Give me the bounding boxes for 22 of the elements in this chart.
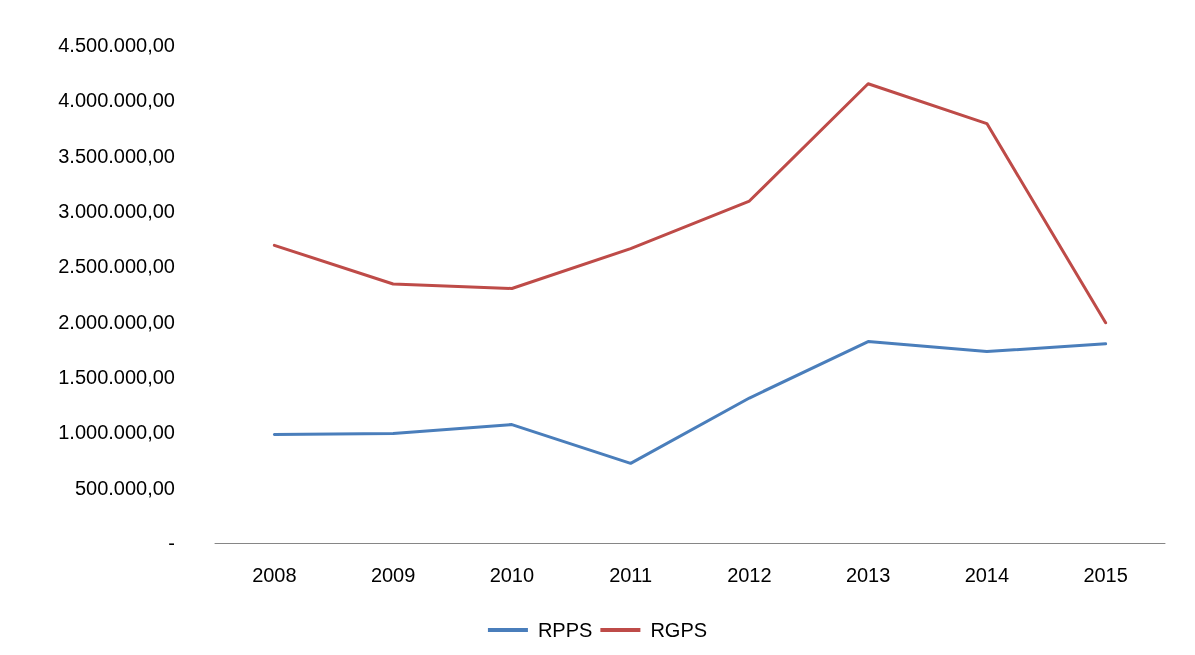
x-tick-label: 2009 — [370, 564, 416, 586]
y-tick-label: 2.000.000,00 — [58, 310, 175, 333]
x-tick-label: 2011 — [609, 564, 653, 586]
line-series — [272, 82, 1108, 325]
line-series — [272, 340, 1108, 465]
x-tick-label: 2010 — [489, 564, 535, 586]
legend-label: RPPS — [537, 619, 593, 641]
y-tick-label: 500.000,00 — [74, 476, 175, 499]
x-tick-label: 2014 — [964, 564, 1010, 586]
y-tick-label: 1.500.000,00 — [58, 366, 175, 388]
y-tick-label: 4.000.000,00 — [58, 89, 175, 112]
x-tick-label: 2015 — [1083, 564, 1128, 586]
y-tick-label: 3.500.000,00 — [58, 144, 175, 167]
y-tick-label: 3.000.000,00 — [58, 200, 175, 222]
y-tick-label: 4.500.000,00 — [58, 34, 175, 56]
legend-label: RGPS — [650, 619, 708, 641]
y-tick-label: 2.500.000,00 — [58, 255, 175, 278]
x-tick-label: 2013 — [845, 564, 891, 586]
x-tick-label: 2008 — [252, 564, 297, 586]
y-tick-label: 1.000.000,00 — [58, 421, 175, 444]
y-tick-label: - — [168, 532, 175, 554]
x-tick-label: 2012 — [727, 564, 772, 586]
